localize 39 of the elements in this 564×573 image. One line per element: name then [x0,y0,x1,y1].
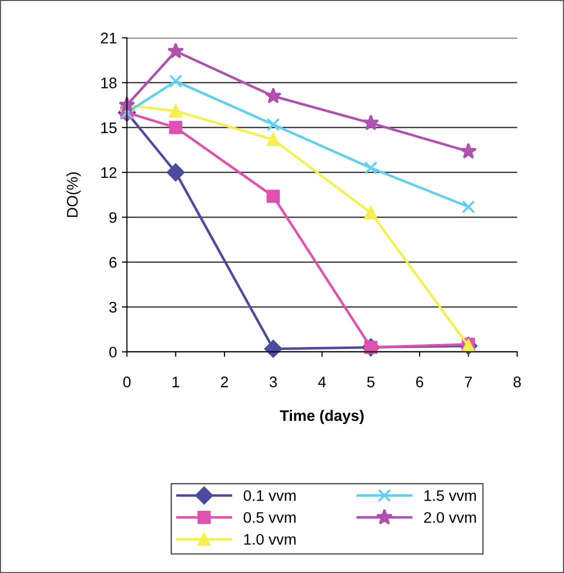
point [364,206,378,220]
point [169,120,182,134]
point [166,163,185,182]
y-tick-label: 15 [101,122,117,134]
x-tick-label: 8 [514,376,521,388]
x-tick-label: 3 [270,376,277,388]
legend-label: 0.5 vvm [244,512,296,523]
legend-label: 0.1 vvm [244,490,296,502]
point [362,114,380,130]
x-tick-label: 7 [464,376,472,388]
point [264,87,282,104]
y-tick-label: 3 [109,302,117,313]
x-tick-label: 5 [367,376,374,388]
x-tick-label: 2 [220,376,228,388]
x-axis-title: Time (days) [280,410,364,424]
x-tick-label: 6 [416,376,424,388]
y-tick-label: 6 [109,256,117,268]
point [266,132,280,146]
x-tick-label: 4 [318,376,326,388]
x-tick-label: 0 [123,376,131,388]
point [266,118,280,132]
legend-label: 1.5 vvm [424,490,476,502]
point [264,340,282,358]
point [169,104,182,118]
y-axis-title: DO(%) [66,172,81,217]
y-tick-label: 0 [109,346,117,358]
legend-label: 1.0 vvm [244,534,296,545]
point [460,142,477,159]
y-tick-label: 21 [100,32,116,44]
x-tick-label: 1 [172,376,180,388]
point [167,42,184,58]
point [169,74,182,88]
point [364,161,378,175]
y-tick-label: 12 [101,167,116,178]
point [462,200,475,214]
y-tick-label: 18 [101,78,117,88]
y-tick-label: 9 [109,212,116,223]
legend-label: 2.0 vvm [424,512,476,523]
point [266,190,280,203]
